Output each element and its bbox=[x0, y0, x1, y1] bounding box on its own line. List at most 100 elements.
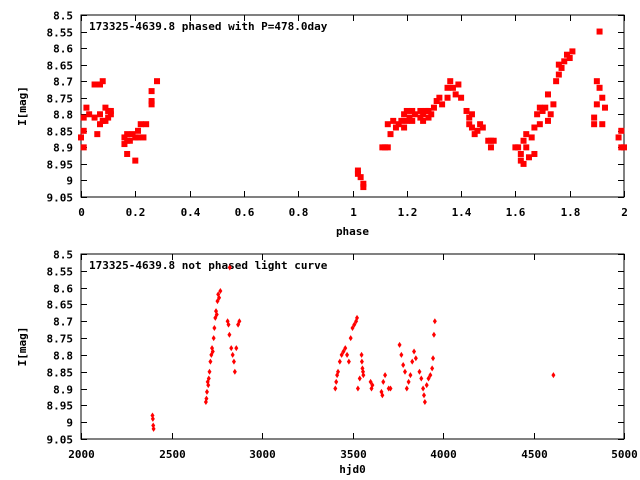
data-point bbox=[151, 425, 156, 432]
data-point bbox=[102, 117, 109, 124]
x-axis-label: hjd0 bbox=[339, 463, 366, 476]
data-point bbox=[94, 131, 101, 138]
data-point bbox=[569, 48, 576, 55]
data-point bbox=[80, 114, 87, 121]
chart-panel-2: 8.5 8.55 8.6 8.65 8.7 8.75 8.8 8.85 8.9 8.95 9 9.05… bbox=[16, 249, 638, 477]
data-point bbox=[561, 58, 568, 65]
y-tick-label: 8.5 bbox=[53, 10, 73, 23]
data-point bbox=[544, 117, 551, 124]
y-tick-label: 8.6 bbox=[53, 283, 73, 296]
data-point bbox=[343, 345, 348, 352]
data-point bbox=[237, 318, 242, 325]
data-point bbox=[226, 321, 231, 328]
data-point bbox=[534, 111, 541, 118]
data-point bbox=[406, 378, 411, 385]
data-point bbox=[417, 107, 424, 114]
data-point bbox=[490, 137, 497, 144]
x-tick-label: 1.2 bbox=[398, 206, 418, 219]
data-point bbox=[401, 111, 408, 118]
data-point bbox=[140, 134, 147, 141]
data-point bbox=[206, 375, 211, 382]
data-point bbox=[383, 372, 388, 379]
data-point bbox=[217, 294, 222, 301]
data-point bbox=[360, 180, 367, 187]
data-point bbox=[80, 127, 87, 134]
data-point bbox=[403, 117, 410, 124]
data-point bbox=[350, 325, 355, 331]
data-point bbox=[542, 104, 549, 111]
data-point bbox=[421, 392, 426, 399]
x-tick-label: 5000 bbox=[611, 448, 638, 461]
data-point bbox=[341, 348, 346, 355]
data-point bbox=[487, 144, 494, 151]
data-point bbox=[97, 81, 104, 88]
data-point bbox=[520, 160, 527, 167]
data-point bbox=[86, 111, 93, 118]
x-tick-label: 0 bbox=[78, 206, 85, 219]
data-point bbox=[210, 348, 215, 355]
data-point bbox=[83, 104, 90, 111]
data-point bbox=[452, 91, 459, 98]
data-point bbox=[129, 131, 136, 138]
data-point bbox=[544, 91, 551, 98]
data-point bbox=[477, 121, 484, 128]
data-point bbox=[333, 385, 338, 392]
data-point bbox=[547, 111, 554, 118]
data-point bbox=[397, 341, 402, 348]
data-point bbox=[463, 107, 470, 114]
data-point bbox=[417, 368, 422, 375]
data-point bbox=[399, 351, 404, 358]
y-tick-label: 8.55 bbox=[47, 266, 74, 279]
data-point bbox=[403, 107, 410, 114]
x-tick-label: 2000 bbox=[68, 448, 95, 461]
data-point bbox=[539, 107, 546, 114]
data-point bbox=[211, 335, 216, 342]
data-point bbox=[523, 144, 530, 151]
data-series bbox=[78, 28, 627, 191]
data-point bbox=[124, 131, 131, 138]
data-point bbox=[105, 114, 112, 121]
data-point bbox=[555, 71, 562, 78]
data-point bbox=[401, 124, 408, 131]
x-tick-label: 1 bbox=[350, 206, 357, 219]
data-point bbox=[227, 264, 232, 271]
data-point bbox=[466, 114, 473, 121]
data-point bbox=[334, 378, 339, 385]
data-point bbox=[551, 372, 556, 379]
data-point bbox=[444, 94, 451, 101]
data-point bbox=[523, 131, 530, 138]
x-tick-label: 2500 bbox=[159, 448, 186, 461]
data-point bbox=[390, 117, 397, 124]
data-point bbox=[428, 111, 435, 118]
data-point bbox=[357, 174, 364, 181]
data-point bbox=[468, 111, 475, 118]
data-point bbox=[204, 395, 209, 402]
y-tick-label: 8.6 bbox=[53, 43, 73, 56]
y-tick-label: 9 bbox=[66, 175, 73, 188]
data-point bbox=[471, 131, 478, 138]
y-axis-label: I[mag] bbox=[16, 86, 29, 126]
y-tick-label: 8.7 bbox=[53, 316, 73, 329]
data-point bbox=[381, 378, 386, 385]
data-point bbox=[431, 355, 436, 362]
data-point bbox=[419, 375, 424, 382]
data-point bbox=[121, 134, 128, 141]
data-point bbox=[553, 78, 560, 85]
data-point bbox=[392, 124, 399, 131]
data-point bbox=[422, 399, 427, 405]
x-tick-label: 0.4 bbox=[181, 206, 201, 219]
x-tick-label: 0.6 bbox=[235, 206, 255, 219]
data-point bbox=[212, 325, 217, 331]
data-point bbox=[558, 64, 565, 71]
y-tick-label: 8.95 bbox=[47, 400, 74, 413]
data-point bbox=[525, 154, 532, 161]
data-series bbox=[150, 264, 556, 432]
data-point bbox=[449, 84, 456, 91]
data-point bbox=[346, 358, 351, 365]
data-point bbox=[229, 345, 234, 352]
data-point bbox=[550, 101, 557, 108]
y-tick-label: 8.85 bbox=[47, 126, 74, 139]
data-point bbox=[406, 114, 413, 121]
data-point bbox=[425, 114, 432, 121]
